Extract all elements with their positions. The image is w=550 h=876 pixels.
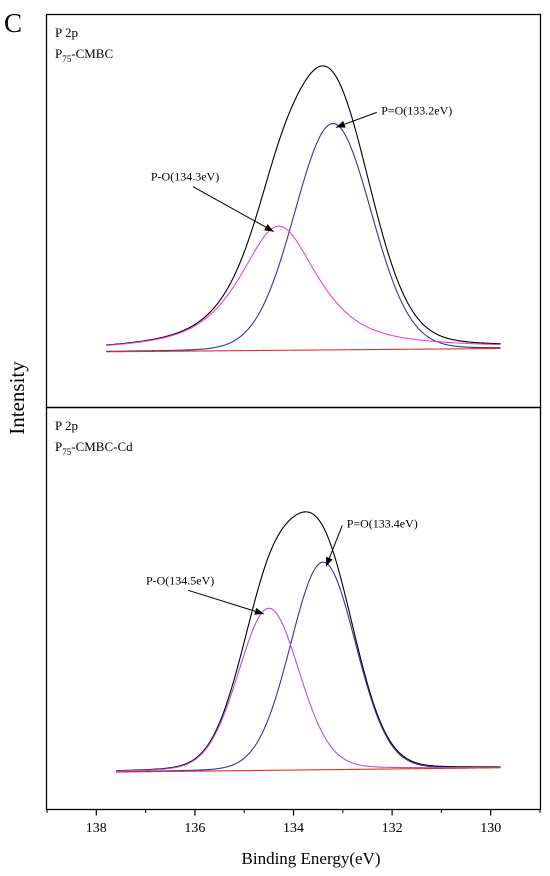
series-po_double-line <box>116 561 501 773</box>
y-axis-label: Intensity <box>5 361 29 435</box>
bottom-panel-plot: P=O(133.4eV) P-O(134.5eV) <box>116 511 501 773</box>
bottom-panel-frame <box>45 406 542 811</box>
peak-annotation-label: P-O(134.5eV) <box>146 573 214 587</box>
series-envelope-line <box>116 511 501 772</box>
series-baseline-line <box>106 347 501 353</box>
x-tick-label: 138 <box>86 821 107 836</box>
bottom-panel-label-line2: P75-CMBC-Cd <box>55 439 133 457</box>
peak-annotation-label: P=O(133.4eV) <box>347 516 418 530</box>
top-panel-label-line2: P75-CMBC <box>55 46 113 64</box>
peak-annotation-label: P=O(133.2eV) <box>381 103 452 117</box>
series-po_double-line <box>106 122 501 352</box>
annotation-arrow-head <box>264 224 274 232</box>
x-tick-label: 132 <box>382 821 403 836</box>
annotation-arrow-head <box>326 556 333 567</box>
series-envelope-line <box>106 65 501 346</box>
series-po_single-line <box>116 607 501 772</box>
series-po_single-line <box>106 225 501 347</box>
x-axis: 138 136 134 132 130 <box>46 809 541 836</box>
annotation-arrow-line <box>192 186 274 233</box>
panel-letter: C <box>4 8 22 38</box>
x-axis-label: Binding Energy(eV) <box>242 849 381 868</box>
annotation-arrow-head <box>254 607 264 615</box>
x-tick-label: 136 <box>184 821 205 836</box>
annotation-arrow-head <box>335 121 346 128</box>
x-tick-label: 134 <box>283 821 304 836</box>
peak-annotation-label: P-O(134.3eV) <box>151 170 219 184</box>
annotation-arrow-line <box>187 589 264 615</box>
series-baseline-line <box>116 767 501 773</box>
top-panel-plot: P=O(133.2eV) P-O(134.3eV) <box>106 65 501 353</box>
x-tick-label: 130 <box>480 821 501 836</box>
top-panel-label-line1: P 2p <box>55 25 78 40</box>
bottom-panel-label-line1: P 2p <box>55 418 78 433</box>
